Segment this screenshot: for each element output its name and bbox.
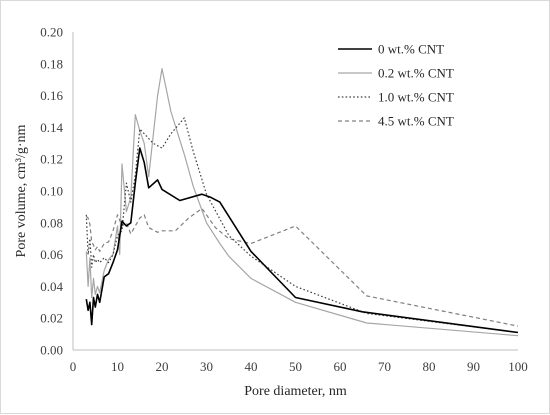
y-tick-label: 0.18 <box>40 56 63 71</box>
series-line-1 <box>85 68 519 337</box>
x-tick-label: 100 <box>508 359 528 374</box>
x-tick-label: 60 <box>334 359 347 374</box>
y-tick-label: 0.02 <box>40 311 63 326</box>
x-tick-label: 40 <box>245 359 258 374</box>
x-tick-label: 10 <box>111 359 124 374</box>
x-tick-label: 0 <box>70 359 77 374</box>
legend-label: 4.5 wt.% CNT <box>378 114 454 129</box>
x-tick-label: 20 <box>156 359 169 374</box>
x-tick-label: 50 <box>289 359 302 374</box>
y-tick-label: 0.00 <box>40 343 63 358</box>
series-line-2 <box>85 117 519 334</box>
series-layer <box>85 68 519 337</box>
series-line-0 <box>85 147 519 334</box>
y-tick-label: 0.04 <box>40 279 63 294</box>
x-axis-title: Pore diameter, nm <box>244 384 347 399</box>
x-tick-labels: 0 10 20 30 40 50 60 70 80 90 100 <box>70 359 528 374</box>
axes <box>72 32 518 351</box>
y-tick-label: 0.10 <box>40 184 63 199</box>
y-tick-label: 0.14 <box>40 120 63 135</box>
x-tick-label: 70 <box>378 359 391 374</box>
x-tick-label: 30 <box>200 359 213 374</box>
y-tick-label: 0.08 <box>40 215 63 230</box>
x-tick-label: 80 <box>423 359 436 374</box>
legend-label: 0 wt.% CNT <box>378 42 444 57</box>
y-tick-labels: 0.00 0.02 0.04 0.06 0.08 0.10 0.12 0.14 0.16 0.18… <box>40 25 63 358</box>
y-tick-label: 0.16 <box>40 88 63 103</box>
y-axis-title: Pore volume, cm³/g·nm <box>14 124 29 257</box>
y-tick-label: 0.06 <box>40 247 63 262</box>
x-tick-label: 90 <box>467 359 480 374</box>
y-tick-label: 0.20 <box>40 25 63 40</box>
y-tick-label: 0.12 <box>40 152 63 167</box>
series-line-3 <box>85 207 519 327</box>
legend-label: 0.2 wt.% CNT <box>378 66 454 81</box>
legend: 0 wt.% CNT 0.2 wt.% CNT 1.0 wt.% CNT 4.5 wt… <box>338 42 454 129</box>
legend-label: 1.0 wt.% CNT <box>378 90 454 105</box>
